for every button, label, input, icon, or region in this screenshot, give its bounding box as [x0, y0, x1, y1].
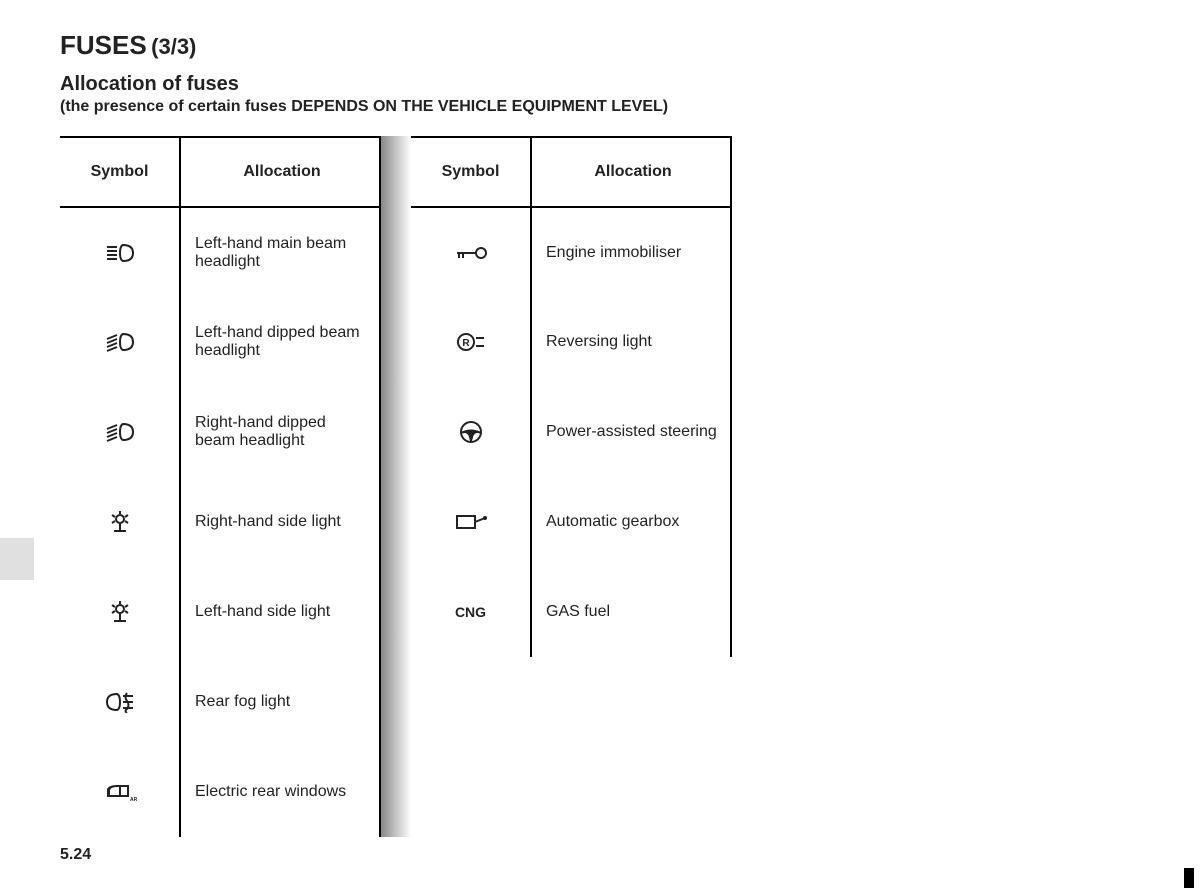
left-fuse-table: Symbol Allocation Left-hand main beam he… — [60, 136, 381, 837]
page-black-tab — [1184, 868, 1194, 888]
immobiliser-icon — [411, 207, 531, 297]
dipped-beam-icon — [60, 387, 180, 477]
rear-fog-icon — [60, 657, 180, 747]
side-light-icon — [60, 477, 180, 567]
svg-text:R: R — [462, 338, 470, 349]
allocation-text: GAS fuel — [531, 567, 731, 657]
table-row: Right-hand side light — [60, 477, 380, 567]
title-sub: (3/3) — [151, 34, 196, 59]
allocation-text: Engine immobiliser — [531, 207, 731, 297]
allocation-text: Power-assisted steering — [531, 387, 731, 477]
table-row: Left-hand dipped beam headlight — [60, 297, 380, 387]
main-beam-icon — [60, 207, 180, 297]
col-header-allocation: Allocation — [180, 137, 380, 207]
table-row: Left-hand side light — [60, 567, 380, 657]
table-row: Rear fog light — [60, 657, 380, 747]
dipped-beam-icon — [60, 297, 180, 387]
subtitle: Allocation of fuses — [60, 73, 1140, 96]
table-row: Power-assisted steering — [411, 387, 731, 477]
col-header-allocation: Allocation — [531, 137, 731, 207]
table-row: AR Electric rear windows — [60, 747, 380, 837]
table-row: Automatic gearbox — [411, 477, 731, 567]
table-row: R Reversing light — [411, 297, 731, 387]
table-row: CNG GAS fuel — [411, 567, 731, 657]
allocation-text: Left-hand main beam headlight — [180, 207, 380, 297]
table-row: Right-hand dipped beam headlight — [60, 387, 380, 477]
col-header-symbol: Symbol — [60, 137, 180, 207]
subtitle-note: (the presence of certain fuses DEPENDS O… — [60, 98, 1140, 116]
steering-icon — [411, 387, 531, 477]
allocation-text: Left-hand side light — [180, 567, 380, 657]
col-header-symbol: Symbol — [411, 137, 531, 207]
cng-icon: CNG — [411, 567, 531, 657]
table-row: Left-hand main beam headlight — [60, 207, 380, 297]
title-main: FUSES — [60, 30, 147, 60]
allocation-text: Left-hand dipped beam headlight — [180, 297, 380, 387]
right-fuse-table: Symbol Allocation Engine immobiliser — [411, 136, 732, 657]
allocation-text: Automatic gearbox — [531, 477, 731, 567]
allocation-text: Right-hand dipped beam headlight — [180, 387, 380, 477]
allocation-text: Electric rear windows — [180, 747, 380, 837]
svg-text:AR: AR — [130, 797, 137, 803]
table-row: Engine immobiliser — [411, 207, 731, 297]
page-title-line: FUSES (3/3) — [60, 30, 1140, 61]
allocation-text: Rear fog light — [180, 657, 380, 747]
page-number: 5.24 — [60, 846, 91, 864]
side-light-icon — [60, 567, 180, 657]
gearbox-icon — [411, 477, 531, 567]
rear-window-icon: AR — [60, 747, 180, 837]
tables-container: Symbol Allocation Left-hand main beam he… — [60, 136, 1140, 837]
gradient-divider — [381, 136, 411, 837]
allocation-text: Reversing light — [531, 297, 731, 387]
page-grey-tab — [0, 538, 34, 580]
allocation-text: Right-hand side light — [180, 477, 380, 567]
reversing-icon: R — [411, 297, 531, 387]
